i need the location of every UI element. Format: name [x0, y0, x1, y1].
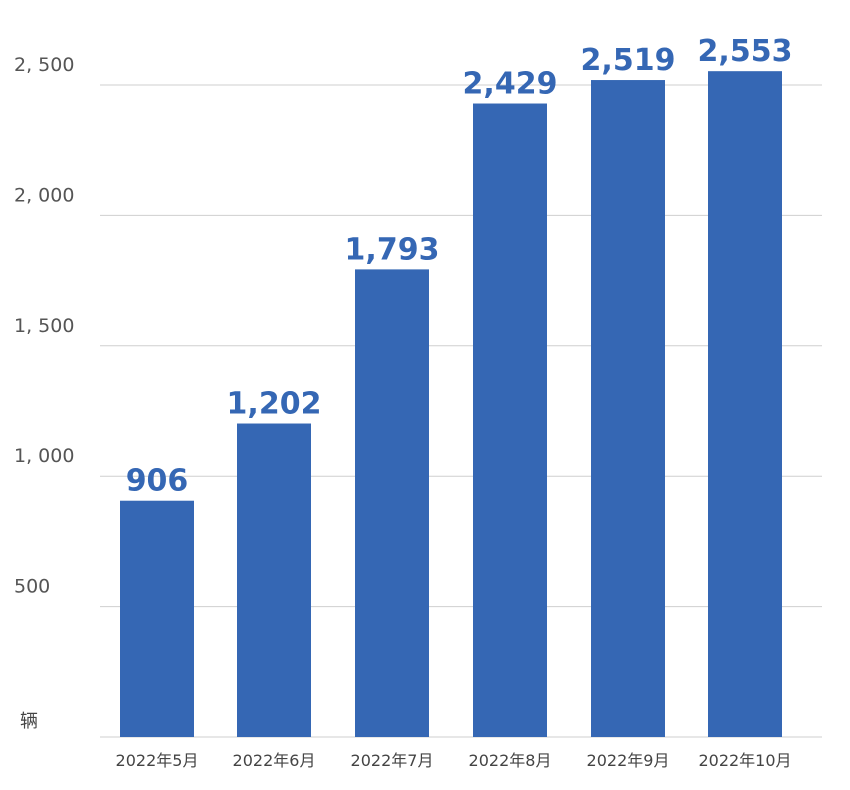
y-axis-ticks: 500 1, 000 1, 500 2, 000 2, 500 — [14, 54, 74, 598]
data-label: 1,793 — [345, 232, 440, 267]
bar — [355, 269, 429, 737]
x-tick-label: 2022年10月 — [698, 751, 791, 770]
bar — [237, 423, 311, 737]
y-tick-label: 2, 500 — [14, 54, 74, 76]
gridlines — [100, 84, 822, 738]
y-tick-label: 500 — [14, 576, 50, 598]
bar — [708, 71, 782, 737]
x-tick-label: 2022年8月 — [469, 751, 552, 770]
data-label: 2,519 — [581, 43, 676, 78]
x-axis-ticks: 2022年5月 2022年6月 2022年7月 2022年8月 2022年9月 2022年… — [116, 751, 792, 770]
data-label: 2,553 — [698, 34, 793, 69]
y-tick-label: 1, 000 — [14, 445, 74, 467]
bar — [591, 80, 665, 737]
bar — [120, 500, 194, 737]
x-tick-label: 2022年5月 — [116, 751, 199, 770]
bars — [120, 71, 782, 738]
y-tick-label: 1, 500 — [14, 315, 74, 337]
data-labels: 906 1,202 1,793 2,429 2,519 2,553 — [126, 34, 793, 499]
data-label: 2,429 — [463, 67, 558, 102]
data-label: 906 — [126, 464, 189, 499]
x-tick-label: 2022年7月 — [351, 751, 434, 770]
bar — [473, 103, 547, 738]
x-tick-label: 2022年9月 — [587, 751, 670, 770]
data-label: 1,202 — [227, 387, 322, 422]
x-tick-label: 2022年6月 — [233, 751, 316, 770]
y-tick-label: 2, 000 — [14, 184, 74, 206]
y-axis-unit-label: 辆 — [20, 711, 38, 732]
